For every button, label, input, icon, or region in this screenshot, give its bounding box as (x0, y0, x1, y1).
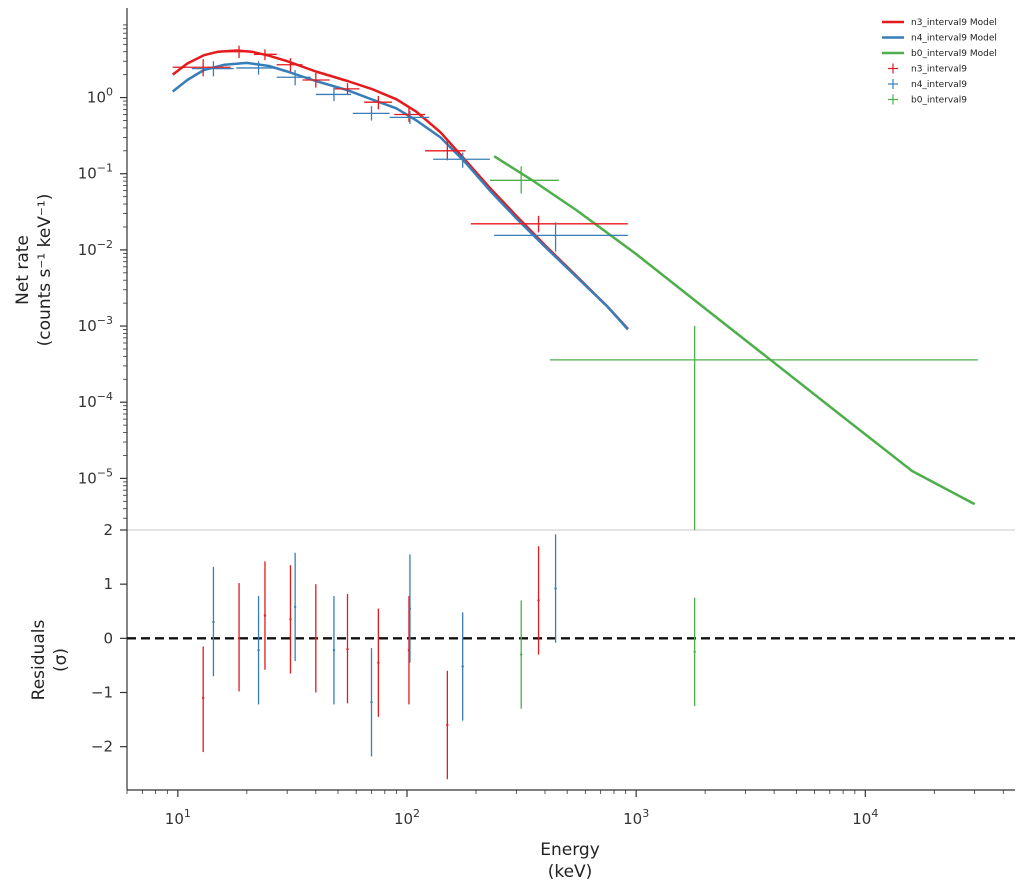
data-point-b0_interval9 (549, 326, 978, 530)
y-tick-label: 10−2 (78, 238, 113, 259)
residual-y-tick-label: 1 (103, 575, 113, 593)
residual-point-n4_interval9 (212, 566, 215, 677)
residual-point-n3_interval9 (314, 584, 318, 693)
y-tick-label: 10−1 (78, 162, 113, 183)
x-tick-label: 102 (394, 807, 420, 828)
legend-entry-label: n3_interval9 (911, 65, 967, 75)
data-point-n4_interval9 (389, 110, 430, 124)
residual-point-n4_interval9 (554, 534, 557, 643)
legend-entry-label: n3_interval9 Model (911, 18, 997, 28)
data-point-n3_interval9 (172, 59, 231, 77)
data-point-n4_interval9 (352, 106, 390, 121)
y-tick-label: 10−4 (78, 390, 113, 411)
y-tick-label: 100 (87, 86, 113, 107)
data-point-n3_interval9 (221, 45, 255, 59)
y-tick-label: 10−3 (78, 314, 113, 335)
residual-point-n3_interval9 (201, 646, 205, 753)
data-point-n3_interval9 (333, 83, 360, 96)
data-point-n4_interval9 (236, 61, 277, 75)
y-axis-label: Net rate (counts s⁻¹ keV⁻¹) (13, 194, 55, 347)
residual-point-n3_interval9 (377, 608, 380, 717)
data-point-n3_interval9 (254, 49, 277, 61)
x-tick-label: 104 (852, 807, 878, 828)
x-axis-label: Energy (540, 840, 600, 860)
residual-point-n3_interval9 (446, 670, 449, 780)
data-point-n4_interval9 (494, 222, 628, 252)
residual-point-n3_interval9 (263, 561, 267, 670)
legend-entry-label: n4_interval9 Model (911, 34, 997, 44)
model-line-n4_interval9 Model (171, 61, 629, 331)
residual-y-tick-label: 2 (103, 521, 113, 539)
x-axis-label: (keV) (548, 862, 593, 882)
residual-y-tick-label: 0 (103, 629, 113, 647)
residual-point-n3_interval9 (537, 546, 540, 655)
data-point-b0_interval9 (489, 166, 559, 194)
legend-entry-label: n4_interval9 (911, 80, 967, 90)
legend-entry-label: b0_interval9 (911, 96, 967, 106)
data-point-n4_interval9 (191, 61, 234, 77)
residual-point-n4_interval9 (370, 648, 373, 757)
y-tick-label: 10−5 (78, 466, 113, 487)
residual-point-n4_interval9 (408, 554, 412, 663)
model-line-b0_interval9 Model (493, 155, 976, 506)
residual-point-n4_interval9 (461, 612, 464, 721)
residual-point-n4_interval9 (332, 596, 336, 705)
x-tick-label: 103 (623, 807, 649, 828)
residual-axis-label: Residuals (σ) (29, 620, 71, 701)
residual-point-b0_interval9 (519, 600, 523, 709)
data-point-n4_interval9 (315, 87, 352, 102)
data-point-n4_interval9 (276, 70, 311, 86)
data-point-n3_interval9 (302, 73, 330, 88)
data-point-n3_interval9 (470, 215, 628, 233)
x-tick-label: 101 (165, 807, 191, 828)
data-point-n3_interval9 (364, 95, 392, 110)
data-point-n4_interval9 (433, 152, 490, 168)
residual-point-n4_interval9 (257, 596, 260, 705)
data-point-n3_interval9 (425, 140, 466, 161)
residual-y-tick-label: −1 (91, 684, 113, 702)
residual-y-tick-label: −2 (91, 738, 113, 756)
residual-point-b0_interval9 (693, 597, 696, 707)
residual-point-n3_interval9 (346, 593, 349, 704)
residual-point-n3_interval9 (237, 583, 241, 692)
data-point-n3_interval9 (276, 58, 303, 72)
legend-entry-label: b0_interval9 Model (911, 49, 997, 59)
residual-point-n4_interval9 (293, 552, 297, 662)
residual-point-n3_interval9 (289, 565, 292, 674)
model-line-n3_interval9 Model (171, 49, 629, 330)
